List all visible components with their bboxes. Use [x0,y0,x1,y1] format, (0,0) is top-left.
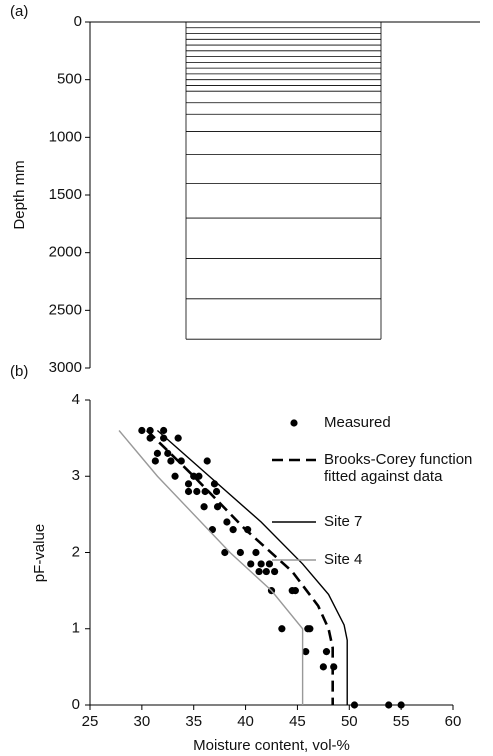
data-point [350,701,359,709]
data-point [174,434,182,442]
x-tick-label: 45 [289,713,306,730]
data-point [255,567,263,576]
y-axis-label: pF-value [31,524,48,582]
data-point [167,457,175,465]
data-point [193,487,201,496]
data-point [171,472,179,480]
y-tick-label: 3 [72,467,80,484]
data-point [278,625,286,633]
data-point [190,472,198,480]
data-point [262,567,270,576]
data-point [302,648,310,656]
data-point [385,701,393,709]
series-line [156,429,348,705]
data-point [203,457,211,465]
x-tick-label: 35 [185,713,202,730]
y-tick-label: 1000 [49,128,82,145]
data-point [397,701,405,709]
data-point [184,487,193,496]
legend-label: Site 7 [324,513,362,530]
data-point [229,526,237,534]
data-point [164,449,172,457]
y-tick-label: 3000 [49,359,82,376]
series-line [146,429,334,705]
y-tick-label: 2500 [49,301,82,318]
data-point [291,587,299,595]
x-tick-label: 25 [82,713,99,730]
data-point [213,503,222,511]
legend-label: Brooks-Corey function fitted against data [324,451,472,485]
data-point [184,480,193,488]
data-point [306,625,314,633]
data-point [223,518,231,526]
data-point [201,487,209,496]
x-tick-label: 50 [341,713,358,730]
y-tick-label: 1500 [49,186,82,203]
x-tick-label: 30 [134,713,151,730]
data-point [160,426,168,435]
data-point [212,487,221,496]
data-point [160,434,168,442]
legend-label: Site 4 [324,551,362,568]
data-point [319,663,327,671]
y-axis-label: Depth mm [11,160,28,229]
panel-label: (a) [10,3,28,20]
x-tick-label: 55 [393,713,410,730]
data-point [200,503,208,511]
data-point [177,457,185,465]
data-point [153,449,162,457]
y-tick-label: 0 [72,696,80,713]
y-tick-label: 1 [72,620,80,637]
data-point [252,548,260,557]
data-point [265,560,274,568]
data-point [221,548,229,557]
legend-label: Measured [324,414,391,431]
x-tick-label: 40 [237,713,254,730]
data-point [322,648,331,656]
x-tick-label: 60 [445,713,462,730]
data-point [151,457,159,465]
y-tick-label: 0 [74,13,82,30]
y-tick-label: 4 [72,391,80,408]
y-tick-label: 2000 [49,244,82,261]
data-point [257,560,265,568]
x-axis-label: Moisture content, vol-% [193,737,350,754]
data-point [247,560,255,568]
legend-marker [290,419,298,427]
panel-label: (b) [10,363,28,380]
data-point [236,548,244,557]
y-tick-label: 500 [57,71,82,88]
data-point [138,426,146,435]
series-line [118,430,304,705]
y-tick-label: 2 [72,543,80,560]
data-point [271,567,279,576]
